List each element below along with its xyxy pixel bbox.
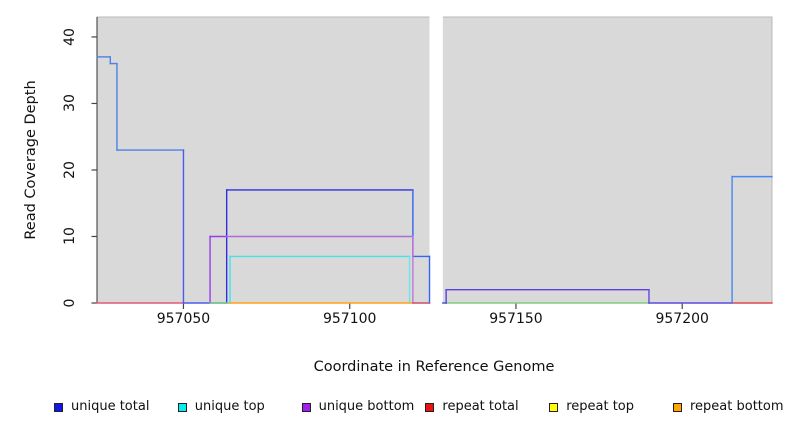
legend-swatch-icon	[177, 403, 187, 412]
legend-label: repeat total	[442, 399, 519, 414]
coverage-gap-band	[429, 16, 443, 304]
legend: unique total unique top unique bottom repea…	[0, 398, 792, 422]
x-tick-label: 957100	[322, 311, 377, 327]
legend-swatch-icon	[301, 403, 311, 412]
y-tick-label: 30	[62, 94, 78, 113]
y-tick-label: 0	[62, 298, 78, 308]
y-tick-label: 10	[62, 227, 78, 246]
x-axis-title: Coordinate in Reference Genome	[313, 359, 555, 375]
y-tick-label: 20	[62, 161, 78, 179]
legend-swatch-icon	[673, 403, 682, 412]
legend-label: unique top	[194, 399, 265, 414]
y-axis-title: Read Coverage Depth	[23, 80, 39, 240]
x-tick-label: 957150	[489, 311, 543, 327]
legend-swatch-icon	[425, 403, 435, 412]
legend-label: repeat bottom	[690, 399, 784, 414]
legend-label: unique total	[71, 399, 150, 414]
legend-swatch-icon	[54, 403, 63, 412]
legend-label: unique bottom	[318, 399, 415, 414]
legend-swatch-icon	[549, 403, 559, 412]
legend-label: repeat top	[566, 399, 634, 414]
x-tick-label: 957050	[156, 311, 211, 327]
x-tick-label: 957200	[655, 311, 709, 327]
y-tick-label: 40	[62, 28, 78, 46]
